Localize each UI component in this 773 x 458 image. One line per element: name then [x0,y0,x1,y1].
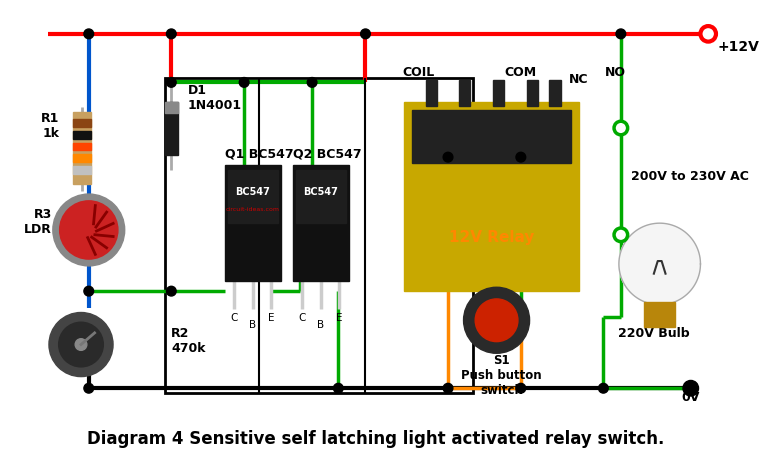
Circle shape [700,26,716,42]
Circle shape [516,153,526,162]
Text: 220V Bulb: 220V Bulb [618,327,690,340]
Text: +12V: +12V [718,40,760,55]
Text: Q1 BC547: Q1 BC547 [225,147,293,160]
Text: COIL: COIL [403,66,435,80]
Bar [458,81,470,106]
Circle shape [49,312,113,376]
Text: C: C [298,312,306,322]
Circle shape [84,286,94,296]
Circle shape [516,383,526,393]
Text: Q2 BC547: Q2 BC547 [293,147,361,160]
Text: E: E [268,312,274,322]
Text: NC: NC [570,73,589,86]
Circle shape [443,383,453,393]
Circle shape [361,29,370,38]
Text: circuit-ideas.com: circuit-ideas.com [226,207,280,212]
Text: NO: NO [604,66,625,80]
Circle shape [616,29,625,38]
Bar [426,81,438,106]
Circle shape [60,201,118,259]
Circle shape [443,153,453,162]
Text: BC547: BC547 [236,187,271,197]
Text: R3
LDR: R3 LDR [24,208,52,236]
Bar [526,81,538,106]
Bar [165,77,473,393]
Bar [73,119,90,127]
Text: B: B [250,320,257,330]
Bar [644,302,675,327]
Text: 200V to 230V AC: 200V to 230V AC [631,170,748,183]
Circle shape [166,286,176,296]
Text: BC547: BC547 [303,187,339,197]
Text: E: E [336,312,342,322]
Circle shape [614,121,628,135]
Text: R1
1k: R1 1k [41,111,60,140]
Circle shape [333,383,343,393]
Bar [73,166,90,174]
Text: R2
470k: R2 470k [172,327,206,355]
Polygon shape [619,223,700,305]
Circle shape [53,194,124,266]
Circle shape [598,383,608,393]
Circle shape [464,287,530,353]
Text: COM: COM [505,66,537,80]
Circle shape [59,322,104,367]
Circle shape [240,77,249,87]
Text: B: B [317,320,325,330]
Circle shape [683,381,699,396]
Bar [293,165,349,281]
Text: S1
Push button
switch: S1 Push button switch [461,354,542,397]
Text: 12V Relay: 12V Relay [449,230,534,245]
Bar [295,170,346,223]
Circle shape [307,77,317,87]
Text: C: C [230,312,238,322]
Circle shape [475,299,518,342]
Circle shape [84,383,94,393]
Bar [412,109,571,163]
Circle shape [614,228,628,242]
Bar [73,111,90,184]
Text: D1
1N4001: D1 1N4001 [188,84,242,112]
Circle shape [75,339,87,350]
Bar [225,165,281,281]
Bar [73,131,90,139]
Bar [165,102,178,114]
Circle shape [166,29,176,38]
Bar [165,102,178,155]
Bar [73,142,90,150]
Text: Diagram 4 Sensitive self latching light activated relay switch.: Diagram 4 Sensitive self latching light … [87,430,665,448]
Bar [73,154,90,162]
Text: 0V: 0V [682,392,700,404]
Bar [549,81,560,106]
Circle shape [84,29,94,38]
Bar [404,102,579,291]
Bar [492,81,504,106]
Bar [227,170,278,223]
Circle shape [166,77,176,87]
